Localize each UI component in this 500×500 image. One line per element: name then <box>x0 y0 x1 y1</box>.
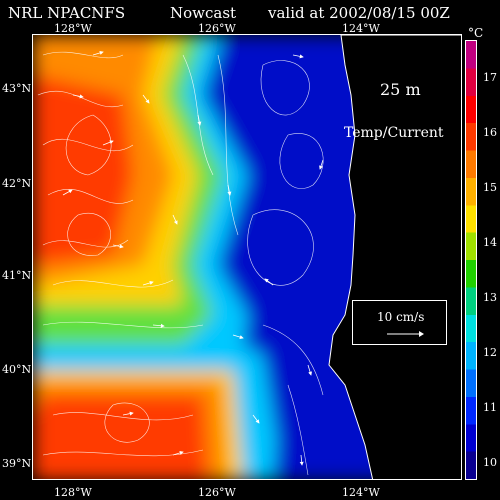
model-title: NRL NPACNFS <box>8 4 126 22</box>
reference-arrow-icon <box>387 331 424 337</box>
colorbar-label-16: 16 <box>483 126 497 139</box>
colorbar-label-11: 11 <box>483 401 497 414</box>
current-streamlines <box>37 51 324 476</box>
current-arrows <box>62 51 324 466</box>
map-panel <box>32 34 462 480</box>
reference-vector-label: 10 cm/s <box>377 310 425 324</box>
lon-tick-bottom-128: 128°W <box>54 486 92 499</box>
field-label: Temp/Current <box>344 125 444 141</box>
colorbar-label-17: 17 <box>483 71 497 84</box>
depth-label: 25 m <box>380 80 421 99</box>
product-title: Nowcast <box>170 4 237 22</box>
reference-vector-box: 10 cm/s <box>352 300 447 345</box>
lon-tick-top-126: 126°W <box>198 22 236 35</box>
lon-tick-bottom-126: 126°W <box>198 486 236 499</box>
lat-tick-41: 41°N <box>2 269 32 282</box>
lat-tick-43: 43°N <box>2 82 32 95</box>
colorbar-unit: °C <box>468 26 484 40</box>
lat-tick-42: 42°N <box>2 177 32 190</box>
temperature-colorbar <box>465 40 477 480</box>
lon-tick-top-128: 128°W <box>54 22 92 35</box>
title-bar: NRL NPACNFS Nowcast valid at 2002/08/15 … <box>0 4 500 24</box>
temperature-field <box>33 35 461 479</box>
lat-tick-40: 40°N <box>2 363 32 376</box>
lon-tick-top-124: 124°W <box>342 22 380 35</box>
colorbar-label-14: 14 <box>483 236 497 249</box>
colorbar-label-13: 13 <box>483 291 497 304</box>
colorbar-label-10: 10 <box>483 456 497 469</box>
temperature-current-map <box>33 35 461 479</box>
valid-time: valid at 2002/08/15 00Z <box>268 4 450 22</box>
coastline-land <box>328 35 461 479</box>
lon-tick-bottom-124: 124°W <box>342 486 380 499</box>
colorbar-label-12: 12 <box>483 346 497 359</box>
colorbar-label-15: 15 <box>483 181 497 194</box>
lat-tick-39: 39°N <box>2 457 32 470</box>
